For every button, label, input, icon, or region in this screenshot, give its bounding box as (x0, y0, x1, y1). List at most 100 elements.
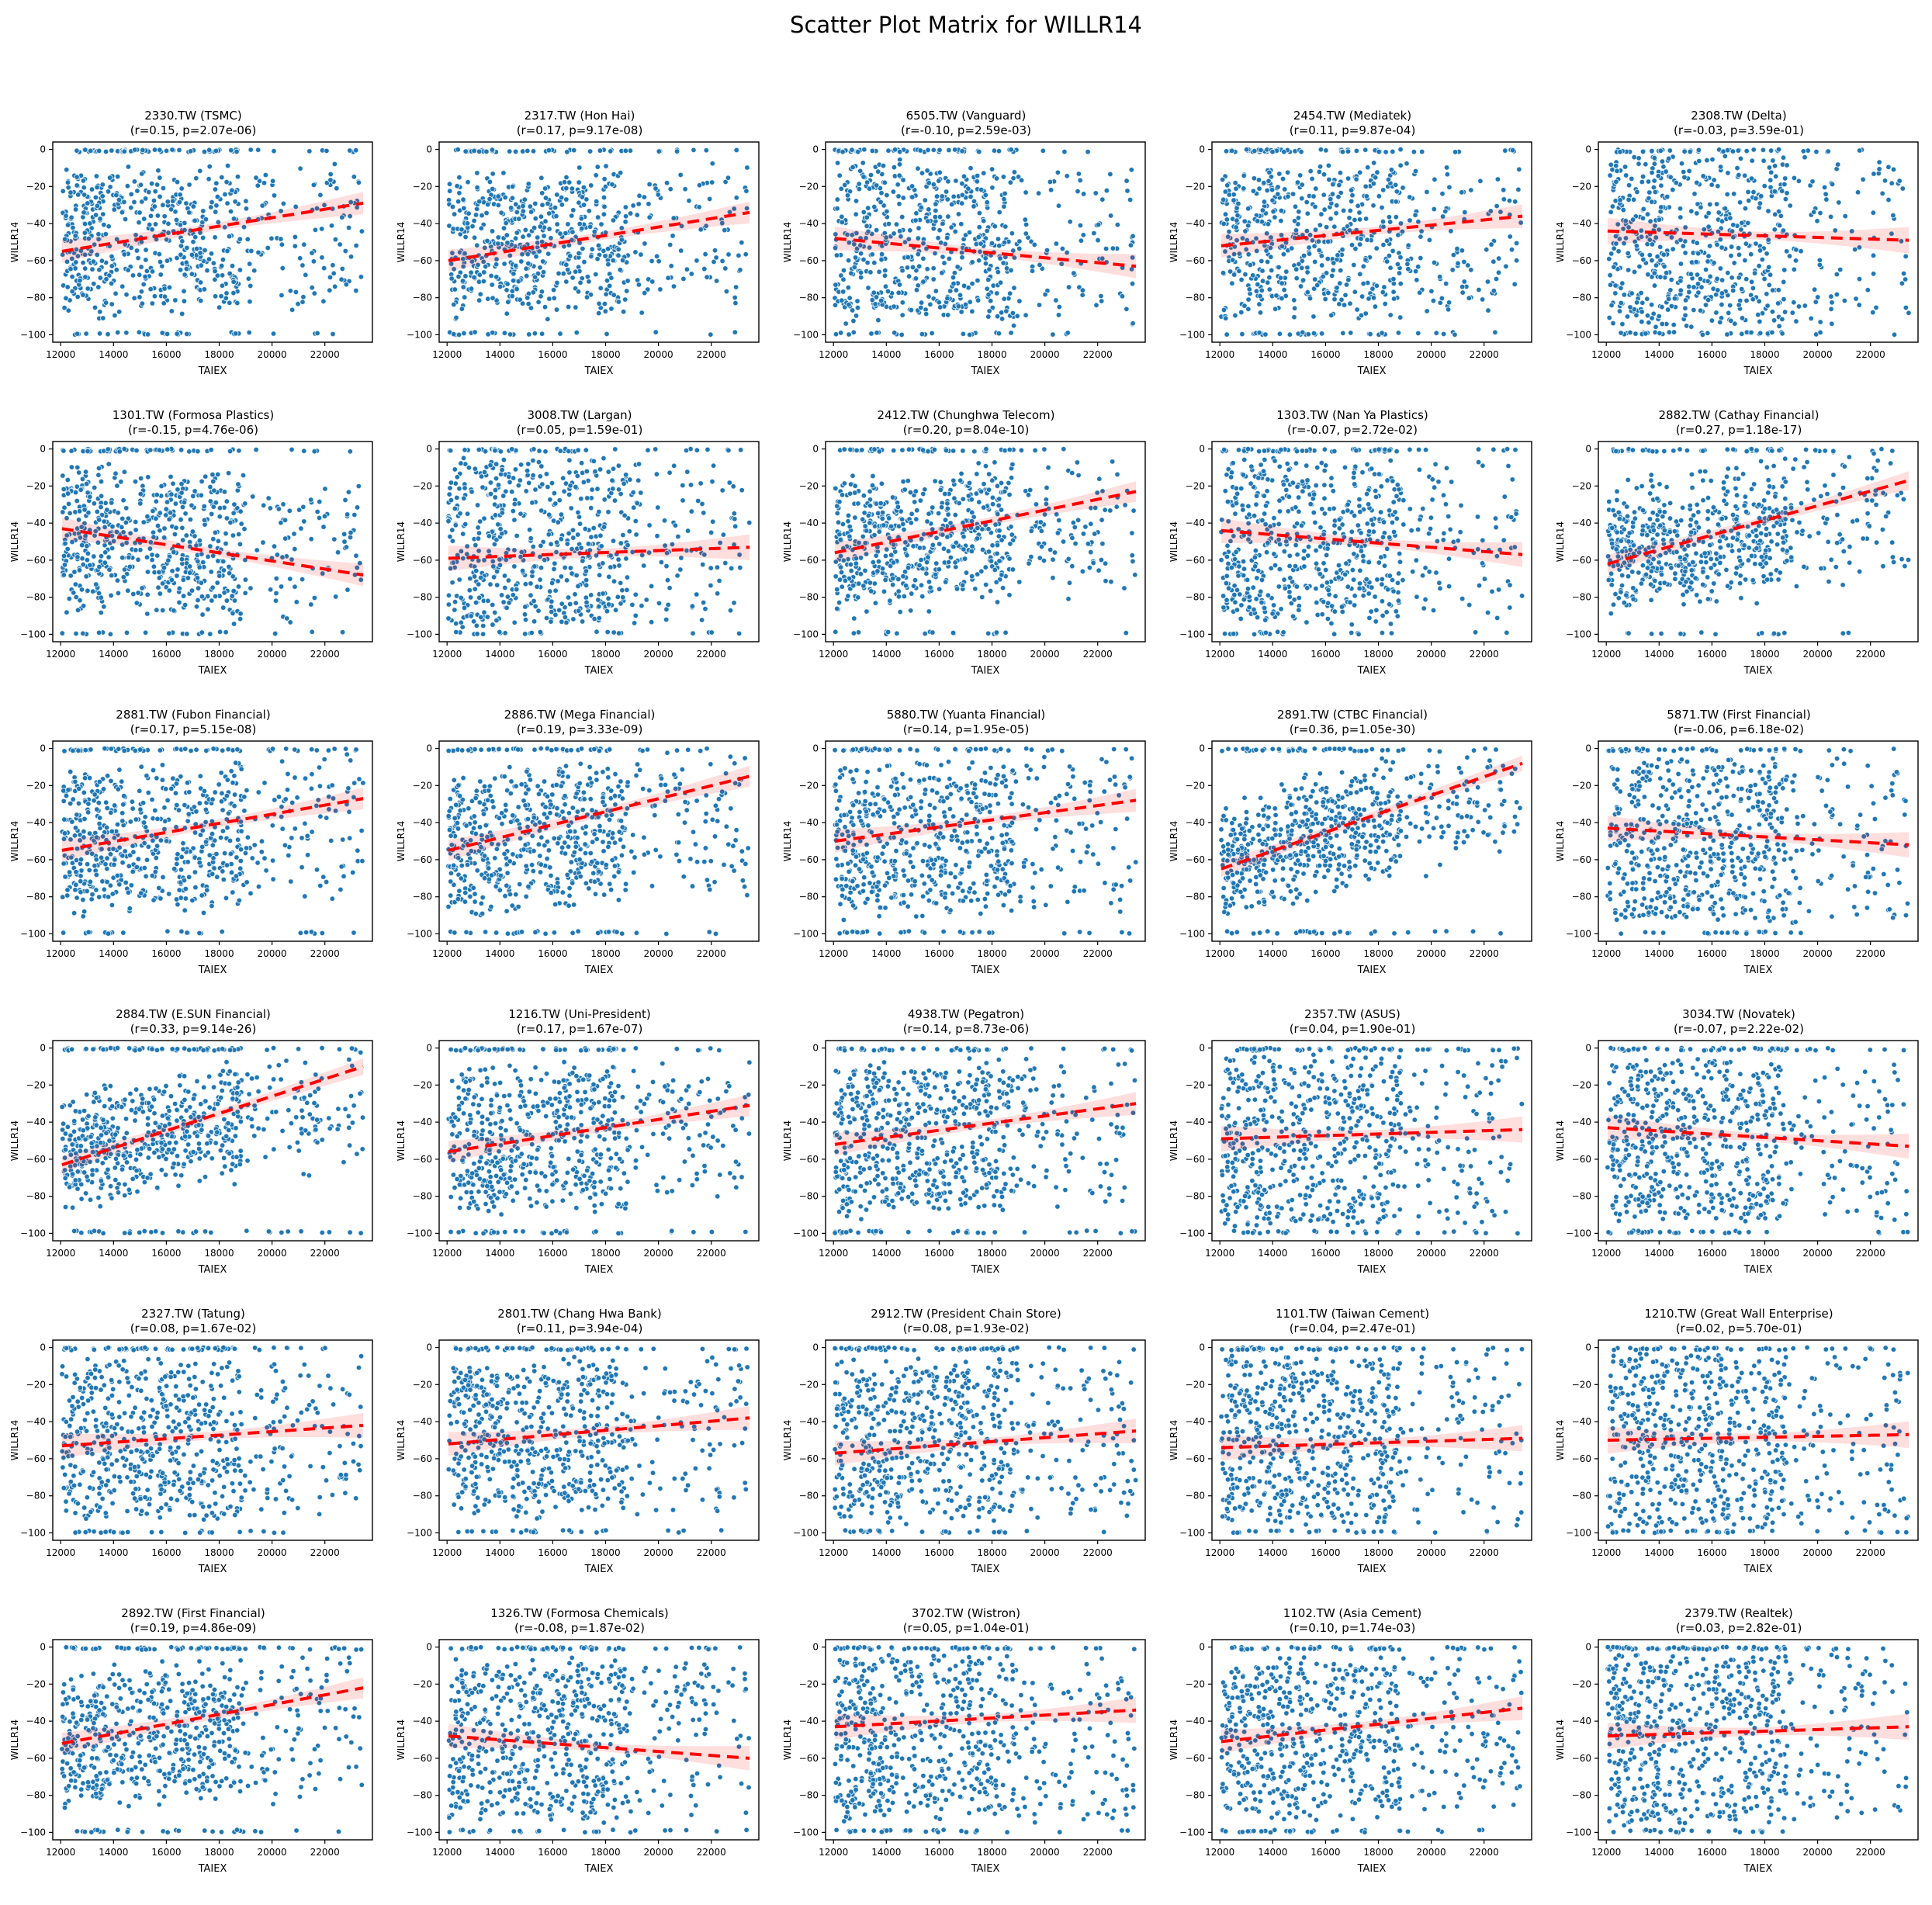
scatter-plot: 12000 14000 16000 18000 20000 22000 TAIEX 0 −20 −… (1169, 141, 1532, 377)
x-tick-label: 20000 (644, 948, 673, 959)
y-tick-label: −20 (26, 780, 46, 791)
x-tick-label: 12000 (1591, 1547, 1621, 1558)
x-tick-label: 22000 (1856, 349, 1885, 360)
x-tick-label: 14000 (1644, 1248, 1674, 1259)
x-tick-label: 18000 (590, 948, 620, 959)
x-axis: 12000 14000 16000 18000 20000 22000 TAIEX (46, 1840, 340, 1875)
y-axis: 0 −20 −40 −60 −80 −100 WILLR14 (1555, 1342, 1598, 1538)
subplot-title-stats: (r=0.02, p=5.70e-01) (1676, 1321, 1802, 1336)
scatter-points (59, 445, 365, 638)
x-axis: 12000 14000 16000 18000 20000 22000 TAIEX (1591, 1540, 1885, 1575)
scatter-points (445, 146, 750, 338)
x-tick-label: 22000 (1470, 948, 1499, 959)
y-tick-label: −60 (1186, 854, 1205, 865)
y-tick-label: −20 (26, 1678, 46, 1689)
x-tick-label: 12000 (1591, 948, 1621, 959)
y-tick-label: 0 (40, 1642, 46, 1653)
y-tick-label: −60 (1186, 1453, 1205, 1464)
subplot-title-ticker: 1301.TW (Formosa Plastics) (113, 408, 274, 423)
subplot-title-ticker: 2317.TW (Hon Hai) (525, 109, 635, 123)
x-axis: 12000 14000 16000 18000 20000 22000 TAIEX (432, 941, 726, 976)
plot-frame (438, 1040, 760, 1242)
subplot-title-stats: (r=0.05, p=1.04e-01) (903, 1621, 1030, 1636)
x-tick-label: 20000 (1030, 1847, 1060, 1858)
y-tick-label: −40 (26, 218, 46, 229)
x-tick-label: 22000 (1856, 1248, 1885, 1259)
y-tick-label: −100 (1566, 1228, 1591, 1238)
x-tick-label: 20000 (644, 1847, 673, 1858)
y-axis-label: WILLR14 (782, 521, 793, 562)
x-tick-label: 22000 (1470, 1847, 1499, 1858)
scatter-plot: 12000 14000 16000 18000 20000 22000 TAIEX 0 −20 −… (396, 1339, 760, 1575)
subplot-1303-TW: 1303.TW (Nan Ya Plastics) (r=-0.07, p=2.7… (1159, 402, 1546, 701)
trend-line (448, 210, 750, 262)
y-axis: 0 −20 −40 −60 −80 −100 WILLR14 (1169, 1342, 1212, 1538)
x-axis-label: TAIEX (971, 1863, 1000, 1875)
y-tick-label: −60 (413, 1154, 432, 1165)
plot-frame (438, 141, 760, 343)
x-tick-label: 20000 (1417, 1847, 1446, 1858)
y-axis-label: WILLR14 (9, 222, 20, 262)
x-axis: 12000 14000 16000 18000 20000 22000 TAIEX (819, 642, 1113, 677)
subplot-title-stats: (r=0.03, p=2.82e-01) (1676, 1621, 1802, 1636)
x-axis: 12000 14000 16000 18000 20000 22000 TAIEX (819, 342, 1113, 377)
y-axis: 0 −20 −40 −60 −80 −100 WILLR14 (782, 444, 826, 639)
y-tick-label: −80 (1572, 592, 1591, 603)
y-axis: 0 −20 −40 −60 −80 −100 WILLR14 (9, 444, 53, 639)
y-tick-label: −20 (26, 181, 46, 192)
subplot-title-stats: (r=0.08, p=1.67e-02) (130, 1321, 257, 1336)
y-tick-label: −80 (413, 1191, 432, 1202)
y-axis: 0 −20 −40 −60 −80 −100 WILLR14 (1555, 144, 1598, 340)
y-tick-label: −60 (799, 555, 819, 566)
subplot-title-ticker: 1216.TW (Uni-President) (508, 1007, 650, 1022)
x-axis-label: TAIEX (198, 1264, 227, 1276)
x-tick-label: 12000 (432, 1847, 462, 1858)
x-tick-label: 12000 (46, 1547, 75, 1558)
x-tick-label: 14000 (1644, 1847, 1674, 1858)
y-axis-label: WILLR14 (1169, 821, 1179, 861)
x-tick-label: 22000 (1083, 349, 1113, 360)
x-tick-label: 22000 (697, 1547, 726, 1558)
y-axis: 0 −20 −40 −60 −80 −100 WILLR14 (782, 144, 826, 340)
x-axis: 12000 14000 16000 18000 20000 22000 TAIEX (819, 1840, 1113, 1875)
y-tick-label: −100 (407, 1228, 432, 1238)
subplot-title-stats: (r=0.27, p=1.18e-17) (1676, 423, 1802, 438)
subplot-title-ticker: 2912.TW (President Chain Store) (871, 1307, 1061, 1321)
x-tick-label: 20000 (1417, 649, 1446, 660)
y-tick-label: 0 (1585, 743, 1591, 754)
scatter-points (1218, 146, 1524, 338)
x-axis: 12000 14000 16000 18000 20000 22000 TAIEX (1205, 1241, 1499, 1276)
x-tick-label: 12000 (46, 948, 75, 959)
y-axis-label: WILLR14 (396, 821, 407, 861)
x-tick-label: 12000 (819, 649, 848, 660)
trend-line (1220, 1127, 1523, 1141)
x-tick-label: 22000 (310, 1847, 340, 1858)
x-tick-label: 12000 (46, 649, 75, 660)
subplot-2454-TW: 2454.TW (Mediatek) (r=0.11, p=9.87e-04) 12… (1159, 102, 1546, 402)
x-axis: 12000 14000 16000 18000 20000 22000 TAIEX (432, 1840, 726, 1875)
x-axis-label: TAIEX (1743, 365, 1773, 377)
y-axis-label: WILLR14 (1555, 521, 1566, 562)
y-axis-label: WILLR14 (9, 1120, 20, 1161)
x-axis-label: TAIEX (1743, 1863, 1773, 1875)
x-tick-label: 20000 (644, 1248, 673, 1259)
plot-frame (52, 1339, 373, 1541)
x-tick-label: 16000 (151, 1847, 181, 1858)
y-tick-label: −40 (413, 817, 432, 828)
trend-line (1607, 479, 1909, 566)
y-tick-label: −20 (799, 1079, 819, 1090)
subplot-title-ticker: 3034.TW (Novatek) (1682, 1007, 1795, 1022)
y-tick-label: −20 (799, 480, 819, 491)
y-tick-label: −60 (413, 255, 432, 266)
y-tick-label: −100 (1566, 629, 1591, 639)
y-tick-label: 0 (40, 743, 46, 754)
y-tick-label: −60 (799, 255, 819, 266)
y-tick-label: −40 (1572, 1117, 1591, 1127)
y-tick-label: −80 (799, 892, 819, 902)
subplot-2892-TW: 2892.TW (First Financial) (r=0.19, p=4.86… (0, 1600, 386, 1900)
y-tick-label: −60 (1572, 1453, 1591, 1464)
y-tick-label: −40 (26, 1416, 46, 1427)
subplot-title-stats: (r=0.19, p=3.33e-09) (517, 722, 643, 737)
y-tick-label: 0 (812, 743, 819, 754)
y-tick-label: −100 (1179, 1527, 1205, 1538)
